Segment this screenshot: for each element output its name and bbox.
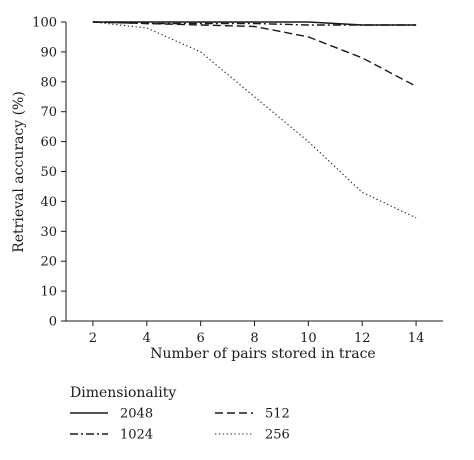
y-tick-label: 30 <box>40 225 57 240</box>
legend-label-1024: 1024 <box>120 428 153 443</box>
y-tick-label: 20 <box>40 255 57 270</box>
legend-label-256: 256 <box>265 428 290 443</box>
x-tick-label: 4 <box>143 331 151 346</box>
x-tick-label: 8 <box>250 331 258 346</box>
x-tick-label: 14 <box>408 331 425 346</box>
legend-label-512: 512 <box>265 407 290 422</box>
y-tick-label: 0 <box>49 315 57 330</box>
series-line-512 <box>92 21 417 87</box>
axes: 0 10 20 30 40 50 60 70 80 90 100 2 4 6 8 10 12 14 <box>32 16 443 346</box>
y-tick-label: 90 <box>40 45 57 60</box>
legend: Dimensionality 2048 1024 512 256 <box>70 385 290 443</box>
y-tick-label: 60 <box>40 135 57 150</box>
y-tick-label: 80 <box>40 75 57 90</box>
y-tick-label: 70 <box>40 105 57 120</box>
x-tick-label: 2 <box>89 331 97 346</box>
y-tick-label: 40 <box>40 195 57 210</box>
y-axis-title: Retrieval accuracy (%) <box>11 91 27 253</box>
x-tick-label: 6 <box>197 331 205 346</box>
series-line-2048 <box>92 21 417 26</box>
y-tick-label: 100 <box>32 16 57 31</box>
legend-title: Dimensionality <box>70 385 176 401</box>
series-line-256 <box>92 21 417 219</box>
legend-label-2048: 2048 <box>120 407 153 422</box>
x-axis-title: Number of pairs stored in trace <box>150 346 375 362</box>
y-tick-label: 50 <box>40 165 57 180</box>
plot-area <box>92 21 417 219</box>
y-tick-label: 10 <box>40 285 57 300</box>
x-tick-label: 12 <box>354 331 371 346</box>
x-tick-label: 10 <box>300 331 317 346</box>
